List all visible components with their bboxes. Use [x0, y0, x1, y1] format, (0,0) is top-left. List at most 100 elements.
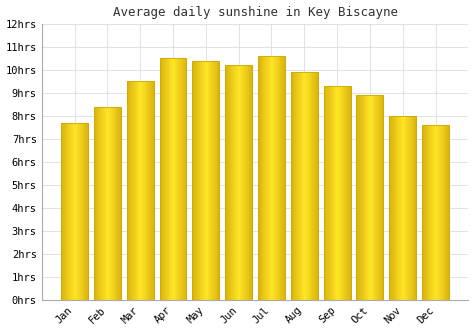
Bar [258, 56, 259, 300]
Bar [422, 125, 449, 300]
Bar [63, 123, 64, 300]
Bar [372, 95, 373, 300]
Bar [307, 72, 308, 300]
Bar [231, 65, 232, 300]
Bar [160, 59, 161, 300]
Bar [302, 72, 303, 300]
Bar [214, 61, 215, 300]
Bar [179, 59, 180, 300]
Bar [133, 81, 134, 300]
Bar [361, 95, 362, 300]
Bar [368, 95, 369, 300]
Bar [308, 72, 309, 300]
Bar [218, 61, 219, 300]
Bar [422, 125, 449, 300]
Bar [380, 95, 381, 300]
Bar [204, 61, 205, 300]
Bar [268, 56, 269, 300]
Bar [235, 65, 236, 300]
Bar [198, 61, 199, 300]
Bar [77, 123, 78, 300]
Bar [260, 56, 261, 300]
Bar [340, 86, 341, 300]
Bar [148, 81, 149, 300]
Bar [72, 123, 73, 300]
Bar [378, 95, 379, 300]
Bar [160, 59, 186, 300]
Bar [337, 86, 338, 300]
Bar [283, 56, 284, 300]
Bar [445, 125, 446, 300]
Bar [404, 116, 405, 300]
Bar [356, 95, 383, 300]
Bar [426, 125, 427, 300]
Bar [164, 59, 165, 300]
Bar [375, 95, 376, 300]
Bar [87, 123, 88, 300]
Bar [298, 72, 299, 300]
Bar [109, 107, 110, 300]
Bar [435, 125, 436, 300]
Bar [428, 125, 429, 300]
Bar [110, 107, 111, 300]
Bar [250, 65, 251, 300]
Bar [258, 56, 285, 300]
Bar [113, 107, 114, 300]
Bar [415, 116, 416, 300]
Bar [367, 95, 368, 300]
Bar [127, 81, 154, 300]
Bar [443, 125, 444, 300]
Bar [142, 81, 143, 300]
Bar [280, 56, 281, 300]
Bar [379, 95, 380, 300]
Bar [116, 107, 117, 300]
Bar [103, 107, 104, 300]
Bar [433, 125, 434, 300]
Bar [374, 95, 375, 300]
Bar [135, 81, 136, 300]
Bar [405, 116, 406, 300]
Bar [216, 61, 217, 300]
Bar [66, 123, 67, 300]
Bar [284, 56, 285, 300]
Bar [344, 86, 345, 300]
Bar [409, 116, 410, 300]
Bar [215, 61, 216, 300]
Bar [334, 86, 335, 300]
Bar [437, 125, 438, 300]
Bar [78, 123, 79, 300]
Bar [324, 86, 351, 300]
Bar [68, 123, 69, 300]
Bar [296, 72, 297, 300]
Bar [217, 61, 218, 300]
Bar [350, 86, 351, 300]
Bar [112, 107, 113, 300]
Bar [205, 61, 206, 300]
Bar [398, 116, 399, 300]
Bar [348, 86, 349, 300]
Bar [119, 107, 120, 300]
Bar [213, 61, 214, 300]
Bar [99, 107, 100, 300]
Bar [152, 81, 153, 300]
Bar [197, 61, 198, 300]
Bar [309, 72, 310, 300]
Bar [265, 56, 266, 300]
Bar [240, 65, 241, 300]
Bar [393, 116, 394, 300]
Bar [243, 65, 244, 300]
Bar [277, 56, 278, 300]
Bar [108, 107, 109, 300]
Bar [311, 72, 312, 300]
Bar [329, 86, 330, 300]
Bar [291, 72, 318, 300]
Bar [62, 123, 63, 300]
Bar [185, 59, 186, 300]
Bar [233, 65, 234, 300]
Bar [407, 116, 408, 300]
Bar [150, 81, 151, 300]
Bar [207, 61, 208, 300]
Bar [339, 86, 340, 300]
Bar [242, 65, 243, 300]
Bar [70, 123, 71, 300]
